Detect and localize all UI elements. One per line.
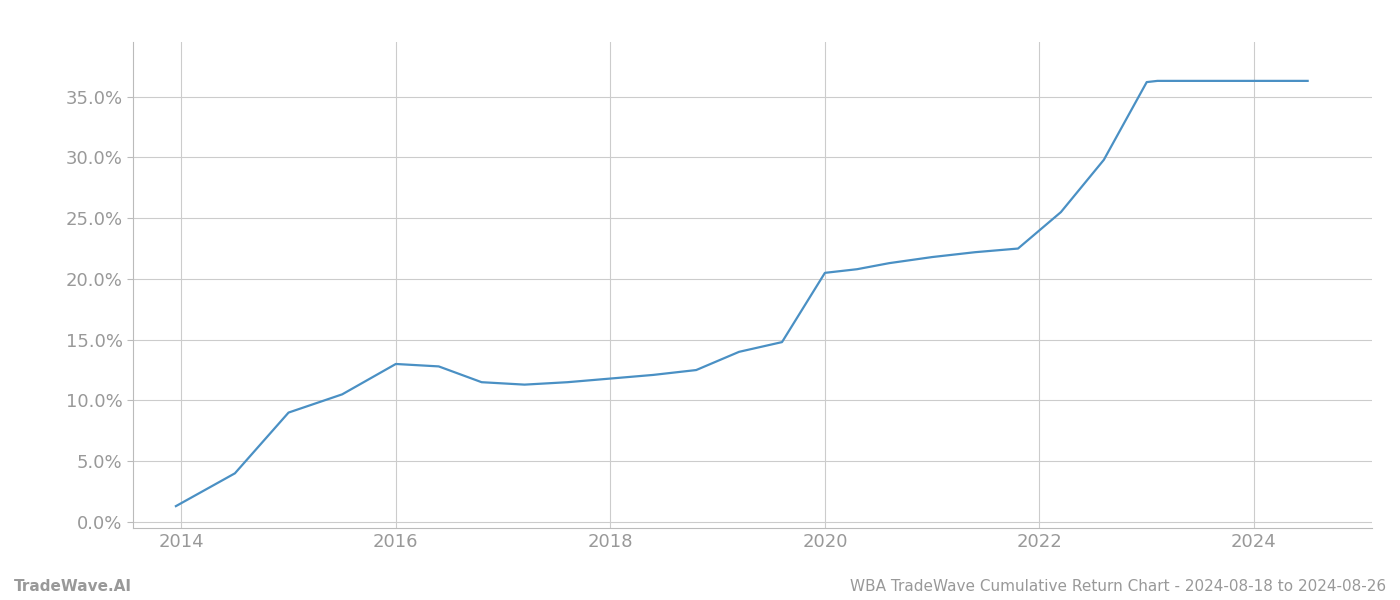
Text: TradeWave.AI: TradeWave.AI (14, 579, 132, 594)
Text: WBA TradeWave Cumulative Return Chart - 2024-08-18 to 2024-08-26: WBA TradeWave Cumulative Return Chart - … (850, 579, 1386, 594)
